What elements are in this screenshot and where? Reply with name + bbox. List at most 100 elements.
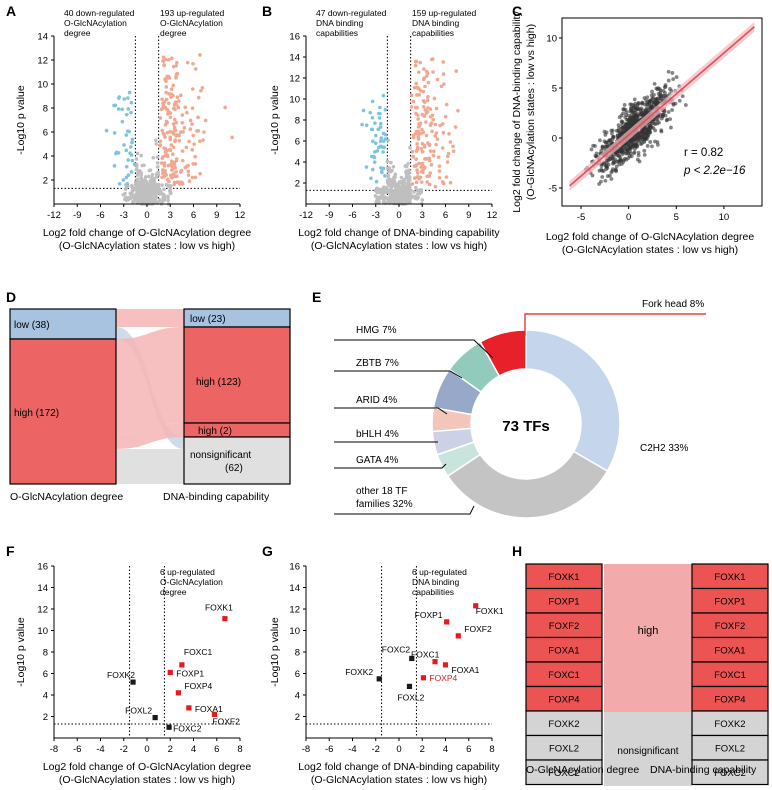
point-up bbox=[420, 149, 425, 154]
panel-d-alluvial: low (38) high (172) low (23) high (123) … bbox=[9, 308, 291, 503]
point-up bbox=[230, 135, 234, 140]
point-up bbox=[171, 83, 176, 88]
point-up bbox=[196, 95, 201, 100]
panel-g-up-label-2: DNA binding bbox=[412, 577, 460, 587]
point-up bbox=[223, 105, 227, 110]
y-tick-label: 14 bbox=[289, 53, 300, 64]
scatter-point bbox=[633, 142, 637, 147]
point-ns bbox=[168, 184, 173, 188]
point-foxp1 bbox=[167, 669, 173, 676]
point-ns bbox=[155, 155, 160, 159]
y-tick-label: 5 bbox=[552, 84, 557, 95]
point-down bbox=[129, 170, 134, 174]
point-ns bbox=[135, 177, 140, 182]
point-up bbox=[198, 53, 202, 57]
point-up bbox=[423, 108, 428, 112]
point-ns bbox=[133, 196, 137, 201]
point-down bbox=[378, 105, 382, 110]
point-down bbox=[126, 107, 131, 111]
point-down bbox=[379, 121, 383, 126]
point-up bbox=[429, 162, 434, 167]
x-tick-label: -6 bbox=[348, 210, 356, 221]
point-down bbox=[124, 133, 129, 137]
point-up bbox=[425, 174, 430, 179]
x-tick-label: -9 bbox=[325, 210, 333, 221]
y-tick-label: 2 bbox=[43, 176, 48, 187]
point-down bbox=[124, 175, 129, 180]
point-up bbox=[186, 169, 191, 174]
point-ns bbox=[384, 185, 389, 190]
panel-b-down-label-1: 47 down-regulated bbox=[316, 8, 387, 18]
point-down bbox=[112, 164, 117, 168]
scatter-point bbox=[650, 89, 654, 94]
scatter-point bbox=[618, 158, 623, 162]
point-up bbox=[162, 174, 166, 179]
point-ns bbox=[154, 138, 158, 143]
panel-f-points: FOXK1 FOXC1 FOXP1 FOXP4 FOXA1 FOXF2 FOXK2 FOXL2… bbox=[54, 566, 240, 738]
point-down bbox=[374, 179, 379, 184]
point-down bbox=[126, 96, 130, 100]
point-ns bbox=[137, 186, 142, 190]
scatter-point bbox=[630, 109, 635, 114]
x-tick-label: -3 bbox=[372, 210, 380, 221]
point-up bbox=[186, 173, 191, 177]
right-cell-foxl2 bbox=[691, 734, 769, 761]
left-gene-foxc2: FOXC2 bbox=[548, 768, 580, 779]
y-tick-label: 10 bbox=[289, 95, 300, 106]
scatter-point bbox=[591, 143, 596, 148]
point-ns bbox=[140, 179, 144, 183]
point-up bbox=[178, 170, 183, 174]
point-ns bbox=[403, 164, 408, 168]
point-up bbox=[170, 56, 174, 61]
point-up bbox=[169, 173, 173, 178]
point-up bbox=[409, 105, 414, 109]
scatter-point bbox=[617, 162, 622, 167]
point-down bbox=[129, 153, 134, 157]
scatter-point bbox=[654, 102, 659, 107]
point-down bbox=[373, 141, 378, 146]
point-ns bbox=[142, 183, 146, 188]
panel-a-down-label-1: 40 down-regulated bbox=[64, 8, 135, 18]
label-foxk2: FOXK2 bbox=[345, 667, 373, 677]
panel-c-frame bbox=[561, 17, 763, 207]
x-tick-label: -4 bbox=[96, 744, 104, 755]
right-cell-foxp4 bbox=[691, 685, 769, 712]
leader-hmg bbox=[334, 339, 494, 359]
point-ns bbox=[147, 174, 151, 179]
scatter-point bbox=[640, 101, 645, 106]
point-up bbox=[191, 61, 195, 66]
point-up bbox=[431, 57, 435, 61]
panel-a-up-label-3: degree bbox=[160, 28, 187, 38]
scatter-point bbox=[661, 112, 665, 117]
point-up bbox=[413, 105, 418, 110]
panel-b-x-label-2: (O-GlcNAcylation states : low vs high) bbox=[311, 240, 487, 252]
point-up bbox=[180, 158, 185, 163]
point-ns bbox=[404, 169, 409, 173]
y-tick-label: 6 bbox=[295, 137, 300, 148]
point-ns bbox=[397, 184, 402, 189]
point-up bbox=[190, 148, 195, 152]
point-up bbox=[448, 140, 453, 144]
point-up bbox=[168, 135, 173, 140]
h-left-column: FOXK1 FOXP1 FOXF2 FOXA1 FOXC1 FOXP4 FOXK2 FOXL2… bbox=[525, 563, 603, 786]
scatter-point bbox=[671, 103, 676, 107]
label-hmg: HMG 7% bbox=[356, 325, 397, 336]
scatter-point bbox=[632, 119, 637, 124]
point-ns bbox=[408, 188, 413, 193]
scatter-point bbox=[636, 150, 641, 155]
y-tick-label: 10 bbox=[37, 80, 48, 91]
x-tick-label: 6 bbox=[443, 210, 448, 221]
scatter-point bbox=[659, 128, 664, 133]
scatter-point bbox=[597, 138, 602, 143]
point-up bbox=[171, 145, 176, 150]
panel-letter-e: E bbox=[312, 289, 321, 305]
point-foxp4 bbox=[420, 675, 427, 681]
point-up bbox=[198, 171, 202, 176]
point-ns bbox=[142, 189, 146, 193]
point-up bbox=[158, 139, 163, 144]
y-tick-label: 12 bbox=[289, 605, 300, 616]
point-up bbox=[442, 82, 446, 86]
node-right-high bbox=[183, 326, 291, 424]
point-down bbox=[122, 97, 127, 101]
point-ns bbox=[158, 190, 163, 194]
